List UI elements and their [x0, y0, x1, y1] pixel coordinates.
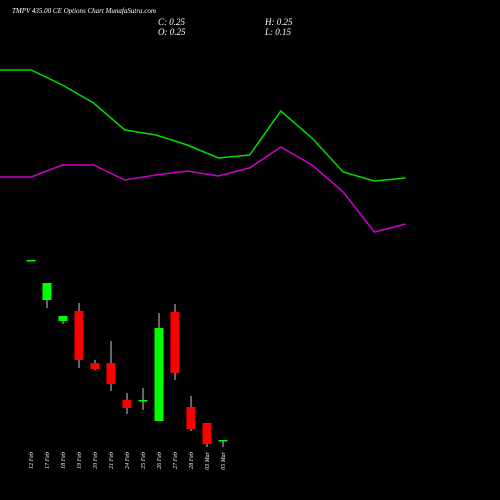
candle-body — [170, 312, 180, 373]
line-series — [0, 146, 406, 233]
candle-body — [154, 328, 164, 421]
x-tick-label: 19 Feb — [77, 452, 83, 469]
candle-body — [58, 316, 68, 321]
x-tick-label: 20 Feb — [93, 452, 99, 469]
candle-body — [186, 407, 196, 429]
candle-body — [26, 260, 36, 262]
candle-body — [218, 440, 228, 442]
x-tick-label: 25 Feb — [141, 452, 147, 469]
x-tick-label: 27 Feb — [173, 452, 179, 469]
x-tick-label: 05 Mar — [221, 451, 227, 469]
x-tick-label: 03 Mar — [205, 451, 211, 469]
x-tick-label: 12 Feb — [29, 452, 35, 469]
candle-body — [90, 363, 100, 369]
ohlc-low: L: 0.15 — [264, 27, 292, 37]
x-tick-label: 18 Feb — [61, 452, 67, 469]
candle-body — [42, 283, 52, 300]
candle-body — [122, 400, 132, 408]
x-tick-label: 28 Feb — [189, 452, 195, 469]
candle-body — [106, 363, 116, 384]
x-tick-label: 24 Feb — [124, 452, 131, 469]
line-series — [0, 69, 406, 182]
candle-body — [138, 400, 148, 402]
candle-body — [74, 311, 84, 360]
x-tick-label: 17 Feb — [45, 452, 51, 469]
x-tick-label: 21 Feb — [109, 452, 115, 469]
chart-title: TMPV 435.00 CE Options Chart MunafaSutra… — [12, 7, 156, 15]
ohlc-high: H: 0.25 — [264, 17, 293, 27]
ohlc-open: O: 0.25 — [158, 27, 186, 37]
x-tick-label: 26 Feb — [157, 452, 163, 469]
candle-body — [202, 423, 212, 444]
ohlc-close: C: 0.25 — [158, 17, 186, 27]
